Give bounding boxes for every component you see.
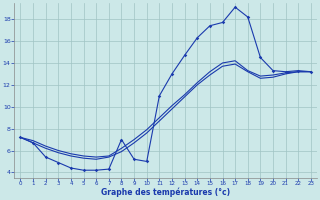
- X-axis label: Graphe des températures (°c): Graphe des températures (°c): [101, 188, 230, 197]
